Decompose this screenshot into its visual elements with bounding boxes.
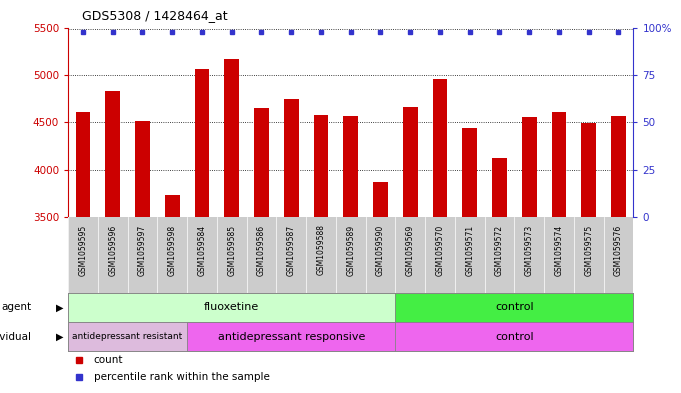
- Text: fluoxetine: fluoxetine: [204, 302, 259, 312]
- Bar: [165, 195, 180, 217]
- Text: GSM1059589: GSM1059589: [346, 224, 355, 275]
- Bar: [611, 116, 626, 217]
- Bar: [68, 322, 187, 351]
- Text: GSM1059574: GSM1059574: [554, 224, 563, 275]
- Bar: [343, 116, 358, 217]
- Text: GSM1059590: GSM1059590: [376, 224, 385, 275]
- Bar: [76, 112, 91, 217]
- Bar: [254, 108, 269, 217]
- Text: antidepressant resistant: antidepressant resistant: [72, 332, 183, 341]
- Bar: [396, 322, 633, 351]
- Text: GSM1059570: GSM1059570: [435, 224, 445, 275]
- Text: ▶: ▶: [56, 302, 63, 312]
- Bar: [68, 292, 396, 322]
- Bar: [224, 59, 239, 217]
- Bar: [187, 322, 396, 351]
- Bar: [373, 182, 388, 217]
- Bar: [284, 99, 299, 217]
- Text: percentile rank within the sample: percentile rank within the sample: [93, 372, 270, 382]
- Bar: [462, 128, 477, 217]
- Bar: [396, 292, 633, 322]
- Text: GSM1059584: GSM1059584: [197, 224, 206, 275]
- Text: GSM1059575: GSM1059575: [584, 224, 593, 275]
- Text: ▶: ▶: [56, 332, 63, 342]
- Text: agent: agent: [1, 302, 31, 312]
- Bar: [492, 158, 507, 217]
- Text: individual: individual: [0, 332, 31, 342]
- Text: GSM1059576: GSM1059576: [614, 224, 623, 275]
- Bar: [402, 107, 417, 217]
- Text: GSM1059596: GSM1059596: [108, 224, 117, 275]
- Bar: [195, 69, 210, 217]
- Text: count: count: [93, 355, 123, 365]
- Text: GSM1059585: GSM1059585: [227, 224, 236, 275]
- Text: GSM1059598: GSM1059598: [168, 224, 177, 275]
- Bar: [552, 112, 567, 217]
- Text: control: control: [495, 332, 534, 342]
- Text: GSM1059573: GSM1059573: [524, 224, 534, 275]
- Bar: [135, 121, 150, 217]
- Bar: [582, 123, 596, 217]
- Text: GSM1059595: GSM1059595: [78, 224, 87, 275]
- Text: GSM1059588: GSM1059588: [317, 224, 326, 275]
- Bar: [432, 79, 447, 217]
- Bar: [106, 91, 120, 217]
- Bar: [522, 118, 537, 217]
- Bar: [313, 115, 328, 217]
- Text: GSM1059597: GSM1059597: [138, 224, 147, 275]
- Text: GSM1059571: GSM1059571: [465, 224, 474, 275]
- Text: antidepressant responsive: antidepressant responsive: [217, 332, 365, 342]
- Text: GDS5308 / 1428464_at: GDS5308 / 1428464_at: [82, 9, 227, 22]
- Text: GSM1059587: GSM1059587: [287, 224, 296, 275]
- Text: control: control: [495, 302, 534, 312]
- Text: GSM1059569: GSM1059569: [406, 224, 415, 275]
- Text: GSM1059572: GSM1059572: [495, 224, 504, 275]
- Text: GSM1059586: GSM1059586: [257, 224, 266, 275]
